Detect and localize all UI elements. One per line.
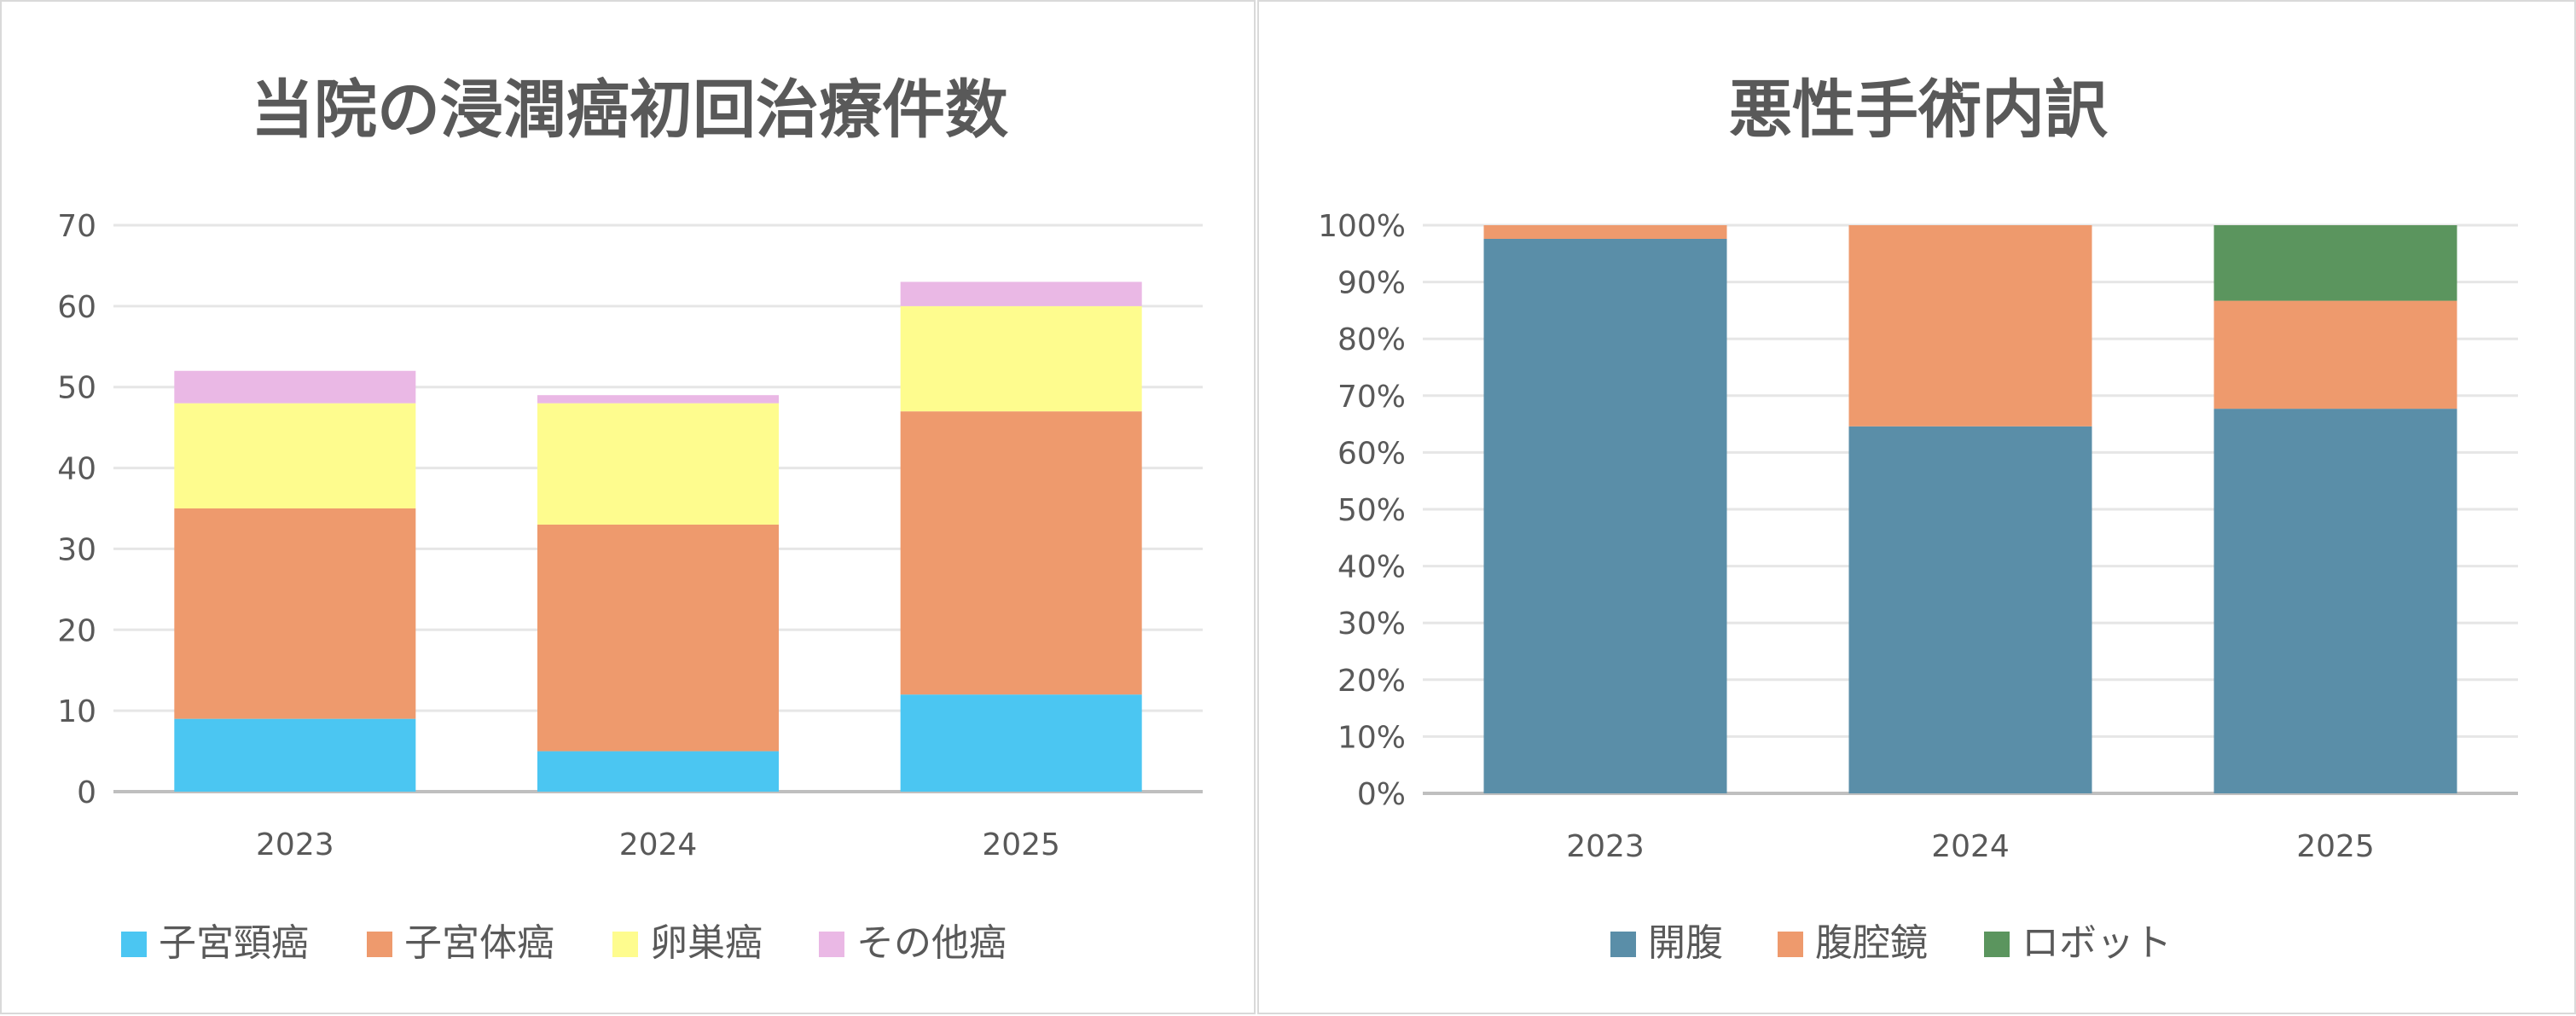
x-tick-label: 2024 (619, 827, 698, 862)
bar-segment (174, 718, 416, 792)
bar-segment (174, 508, 416, 719)
x-tick-label: 2025 (2296, 829, 2375, 864)
bar-segment (174, 403, 416, 508)
stacked-bar-chart-treatment-counts: 当院の浸潤癌初回治療件数 0 10 20 30 40 50 60 70 2023 2024 2025 子… (57, 73, 1203, 965)
y-tick-label: 20% (1337, 664, 1406, 699)
bar-segment (2213, 300, 2457, 409)
y-tick-label: 20 (57, 613, 96, 648)
legend-swatch (121, 932, 147, 957)
legend-label: その他癌 (856, 921, 1007, 965)
legend-label: 卵巣癌 (650, 921, 763, 965)
y-tick-label: 100% (1318, 209, 1406, 244)
legend-label: ロボット (2022, 921, 2172, 965)
legend-label: 開腹 (1648, 921, 1723, 965)
legend-swatch (612, 932, 638, 957)
legend-label: 子宮体癌 (404, 921, 554, 965)
bar-segment (2213, 225, 2457, 301)
y-tick-label: 60 (57, 290, 96, 325)
y-tick-label: 10% (1337, 720, 1406, 755)
y-tick-label: 30 (57, 532, 96, 567)
chart-panel-surgery-breakdown: 悪性手術内訳 0% 10% 20% 30% 40% 50% 60% 70% 80% 90% 100% 2… (1257, 0, 2576, 1014)
chart-title: 当院の浸潤癌初回治療件数 (251, 73, 1008, 147)
bar-segment (900, 282, 1142, 306)
bar-segment (2213, 409, 2457, 793)
chart-panel-treatment-counts: 当院の浸潤癌初回治療件数 0 10 20 30 40 50 60 70 2023 2024 2025 子… (0, 0, 1256, 1014)
legend-swatch (819, 932, 844, 957)
bar-segment (537, 395, 779, 403)
y-tick-label: 0% (1357, 777, 1406, 812)
bar-segment (1483, 225, 1727, 239)
bar-segment (1848, 225, 2092, 427)
legend-swatch (1610, 932, 1636, 957)
legend-swatch (1984, 932, 2010, 957)
x-tick-label: 2024 (1931, 829, 2010, 864)
y-tick-label: 70% (1337, 380, 1406, 415)
y-tick-label: 50 (57, 371, 96, 406)
y-tick-label: 90% (1337, 266, 1406, 301)
y-tick-label: 40% (1337, 550, 1406, 585)
y-tick-label: 70 (57, 209, 96, 244)
bar-segment (537, 751, 779, 792)
legend-label: 子宮頸癌 (159, 921, 309, 965)
x-tick-label: 2023 (256, 827, 334, 862)
bar-segment (537, 524, 779, 752)
bar-segment (1483, 238, 1727, 793)
bar-segment (900, 694, 1142, 792)
y-tick-label: 40 (57, 452, 96, 487)
chart-title: 悪性手術内訳 (1729, 73, 2109, 147)
bar-segment (537, 403, 779, 525)
bar-segment (174, 370, 416, 403)
legend-label: 腹腔鏡 (1815, 921, 1928, 965)
y-tick-label: 0 (77, 775, 96, 810)
x-tick-label: 2025 (982, 827, 1060, 862)
legend-swatch (1778, 932, 1803, 957)
y-tick-label: 30% (1337, 607, 1406, 642)
bar-segment (900, 411, 1142, 695)
y-tick-label: 60% (1337, 436, 1406, 471)
y-tick-label: 50% (1337, 493, 1406, 528)
x-tick-label: 2023 (1566, 829, 1645, 864)
bar-segment (900, 305, 1142, 412)
bar-segment (1848, 426, 2092, 793)
stacked-bar-chart-surgery-breakdown: 悪性手術内訳 0% 10% 20% 30% 40% 50% 60% 70% 80% 90% 100% 2… (1318, 73, 2518, 965)
y-tick-label: 10 (57, 694, 96, 729)
y-tick-label: 80% (1337, 322, 1406, 357)
legend-swatch (367, 932, 392, 957)
